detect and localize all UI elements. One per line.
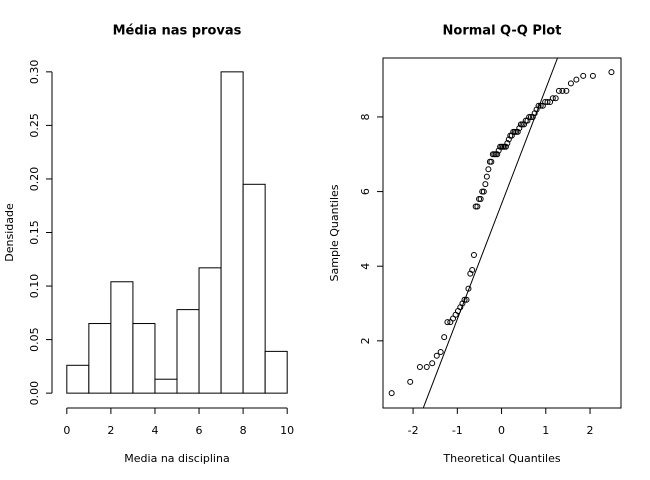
- x-tick-label: 0: [63, 424, 70, 437]
- point: [465, 285, 472, 292]
- point: [508, 132, 515, 139]
- x-tick-label: -2: [408, 424, 419, 437]
- point: [388, 390, 395, 397]
- chart-title: Média nas provas: [113, 24, 242, 39]
- point: [472, 203, 479, 210]
- point: [535, 102, 542, 109]
- point: [527, 113, 534, 120]
- x-tick-label: 10: [280, 424, 294, 437]
- y-tick-label: 0.05: [28, 327, 41, 352]
- x-tick-label: 1: [542, 424, 549, 437]
- point: [494, 151, 501, 158]
- point: [444, 319, 451, 326]
- y-tick-label: 0.15: [28, 220, 41, 245]
- x-tick-label: 6: [196, 424, 203, 437]
- x-tick-label: 2: [587, 424, 594, 437]
- bar: [132, 323, 156, 394]
- point: [504, 140, 511, 147]
- point: [461, 296, 468, 303]
- bar: [154, 378, 178, 394]
- point: [437, 349, 444, 356]
- point: [469, 266, 476, 273]
- point: [589, 72, 596, 79]
- point: [555, 87, 562, 94]
- point: [552, 95, 559, 102]
- bar: [198, 267, 222, 394]
- bar: [88, 323, 112, 394]
- point: [516, 125, 523, 132]
- x-tick-label: 4: [151, 424, 158, 437]
- point: [477, 196, 484, 203]
- point: [521, 121, 528, 128]
- point: [482, 181, 489, 188]
- bar: [220, 71, 244, 394]
- point: [423, 363, 430, 370]
- y-tick-label: 0.30: [28, 60, 41, 85]
- point: [522, 117, 529, 124]
- bar: [242, 183, 266, 394]
- bar: [110, 281, 134, 394]
- bar: [176, 309, 200, 394]
- point: [608, 69, 615, 76]
- point: [567, 80, 574, 87]
- point: [470, 252, 477, 259]
- point: [526, 113, 533, 120]
- point: [429, 360, 436, 367]
- y-tick-label: 0.00: [28, 381, 41, 406]
- point: [544, 99, 551, 106]
- y-tick-label: 0.10: [28, 274, 41, 299]
- point: [463, 296, 470, 303]
- point: [485, 166, 492, 173]
- point: [441, 334, 448, 341]
- point: [495, 147, 502, 154]
- point: [505, 136, 512, 143]
- point: [416, 363, 423, 370]
- bar: [264, 350, 288, 394]
- chart-title: Normal Q-Q Plot: [443, 24, 562, 39]
- x-axis-label: Theoretical Quantiles: [442, 452, 560, 465]
- point: [563, 87, 570, 94]
- point: [573, 76, 580, 83]
- y-tick-label: 8: [359, 113, 372, 120]
- x-axis-label: Media na disciplina: [124, 452, 229, 465]
- y-axis-label: Sample Quantiles: [328, 184, 341, 281]
- point: [514, 128, 521, 135]
- point: [480, 188, 487, 195]
- point: [559, 87, 566, 94]
- reference-line: [422, 58, 559, 408]
- point: [488, 158, 495, 165]
- x-tick-label: 2: [107, 424, 114, 437]
- point: [483, 173, 490, 180]
- point: [433, 352, 440, 359]
- point: [580, 72, 587, 79]
- y-tick-label: 4: [359, 263, 372, 270]
- point: [474, 203, 481, 210]
- point: [549, 95, 556, 102]
- x-tick-label: 8: [240, 424, 247, 437]
- plot-frame: [382, 57, 622, 409]
- bar: [66, 364, 90, 394]
- point: [537, 102, 544, 109]
- x-tick-label: 0: [498, 424, 505, 437]
- point: [407, 378, 414, 385]
- point: [502, 143, 509, 150]
- y-tick-label: 0.25: [28, 113, 41, 138]
- y-tick-label: 2: [359, 337, 372, 344]
- y-tick-label: 0.20: [28, 167, 41, 192]
- y-axis-label: Densidade: [3, 203, 16, 262]
- x-tick-label: -1: [452, 424, 463, 437]
- y-tick-label: 6: [359, 188, 372, 195]
